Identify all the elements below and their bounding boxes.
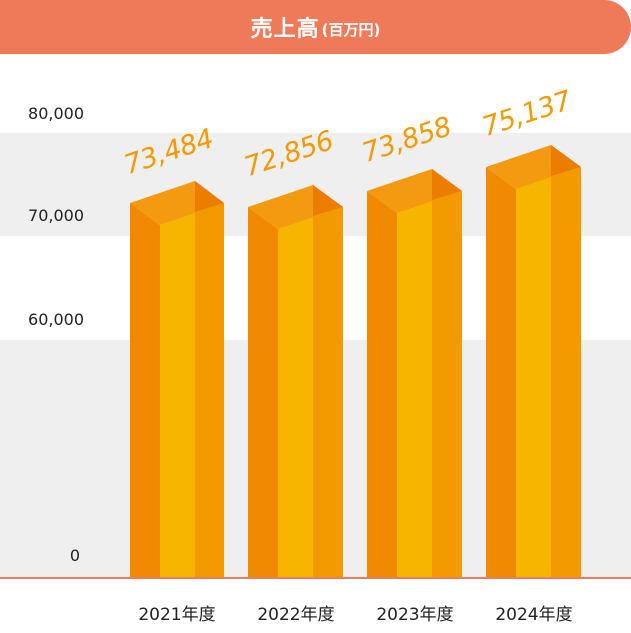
- x-axis-baseline: [0, 577, 631, 579]
- y-tick-60000: 60,000: [28, 310, 84, 329]
- x-label-2022: 2022年度: [257, 605, 335, 625]
- y-tick-0: 0: [69, 546, 80, 565]
- x-label-2021: 2021年度: [138, 605, 216, 625]
- x-label-2023: 2023年度: [376, 605, 454, 625]
- y-tick-70000: 70,000: [28, 206, 84, 225]
- y-tick-80000: 80,000: [28, 104, 84, 123]
- x-label-2024: 2024年度: [495, 605, 573, 625]
- bar-2023: [367, 169, 462, 577]
- chart-title: 売上高: [250, 17, 320, 42]
- bar-2022: [248, 185, 343, 577]
- chart-title-banner: 売上高 (百万円): [0, 0, 631, 54]
- bar-2024: [486, 145, 581, 577]
- chart-unit: (百万円): [321, 20, 381, 39]
- bar-2021: [130, 181, 224, 577]
